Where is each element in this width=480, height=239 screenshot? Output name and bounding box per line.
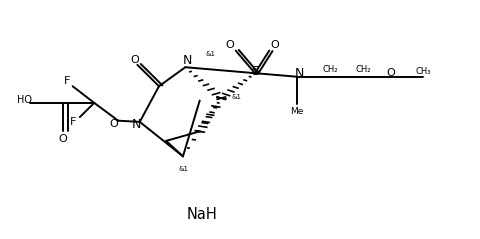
Text: O: O — [270, 40, 279, 50]
Text: &1: &1 — [231, 94, 241, 100]
Text: CH₃: CH₃ — [414, 67, 430, 76]
Text: S: S — [251, 65, 258, 78]
Text: N: N — [182, 54, 192, 67]
Text: CH₂: CH₂ — [354, 65, 370, 74]
Text: N: N — [294, 67, 303, 80]
Text: &1: &1 — [205, 51, 215, 57]
Text: NaH: NaH — [186, 207, 217, 222]
Text: O: O — [385, 68, 394, 78]
Text: O: O — [225, 40, 234, 50]
Text: Me: Me — [290, 107, 303, 116]
Text: O: O — [130, 55, 139, 65]
Text: O: O — [59, 134, 67, 143]
Text: F: F — [69, 117, 76, 127]
Text: F: F — [63, 76, 70, 87]
Text: &1: &1 — [179, 166, 189, 172]
Text: O: O — [109, 119, 118, 129]
Text: CH₂: CH₂ — [322, 65, 338, 74]
Text: N: N — [131, 118, 140, 131]
Text: HO: HO — [17, 95, 32, 105]
